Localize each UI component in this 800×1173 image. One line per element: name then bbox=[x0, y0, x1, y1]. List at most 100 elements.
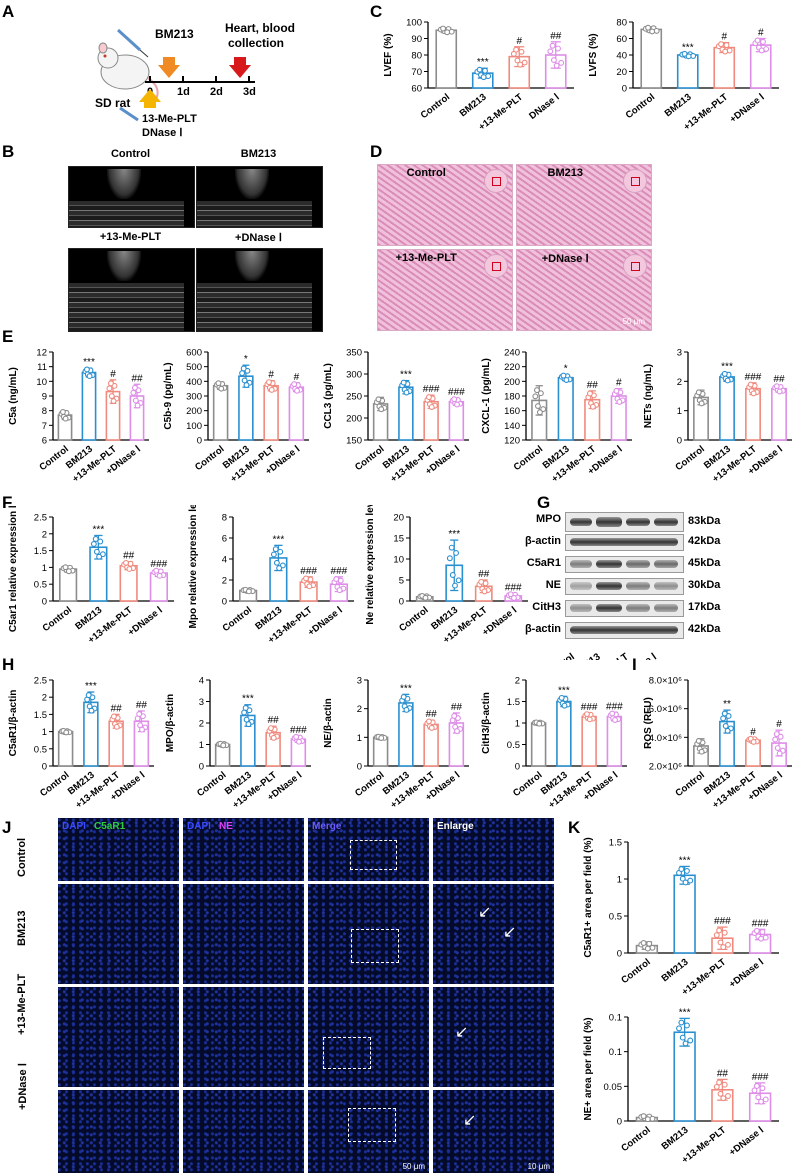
data-point bbox=[62, 564, 69, 571]
y-tick-label: 2.5 bbox=[34, 513, 47, 524]
significance-label: # bbox=[294, 372, 300, 383]
data-point bbox=[684, 1022, 690, 1029]
panel-letter-k: K bbox=[568, 818, 581, 837]
data-point bbox=[243, 382, 250, 389]
data-point bbox=[762, 934, 769, 941]
y-tick-label: 4 bbox=[222, 555, 227, 566]
significance-label: ### bbox=[752, 1072, 769, 1083]
data-point bbox=[758, 47, 765, 54]
data-point bbox=[753, 1083, 760, 1089]
data-point bbox=[454, 401, 460, 408]
y-axis-label: C5a (ng/mL) bbox=[8, 367, 19, 425]
data-point bbox=[721, 929, 728, 936]
y-tick-label: 8 bbox=[222, 513, 227, 524]
panel-letter-c: C bbox=[370, 2, 383, 21]
data-point bbox=[440, 25, 447, 32]
bar bbox=[771, 387, 787, 441]
data-point bbox=[110, 398, 117, 404]
x-tick-label: Control bbox=[353, 444, 386, 473]
x-tick-label: Control bbox=[193, 444, 226, 473]
y-tick-label: 600 bbox=[186, 348, 202, 359]
y-axis-label: ROS (RFU) bbox=[643, 697, 654, 749]
data-point bbox=[97, 538, 104, 545]
data-point bbox=[451, 713, 458, 719]
chart-lvef: LVEF (%)60708090100Control***BM213#+13-M… bbox=[383, 18, 574, 133]
fluo-bm213-enlarge: ↙ ↙ bbox=[433, 884, 554, 984]
significance-label: ### bbox=[505, 582, 522, 593]
chart-cxcl1: CXCL-1 (pg/mL) 120 140 160 180 200 220 240 Contr… bbox=[481, 348, 632, 485]
significance-label: # bbox=[110, 369, 116, 380]
x-tick-label: Control bbox=[673, 444, 706, 473]
significance-label: ### bbox=[752, 918, 769, 929]
arrow-icon: ↙ bbox=[455, 1024, 469, 1041]
data-point bbox=[480, 74, 487, 81]
data-point bbox=[685, 53, 692, 60]
significance-label: ### bbox=[448, 387, 465, 398]
fluo-meplt-enlarge: ↙ bbox=[433, 987, 554, 1087]
data-point bbox=[425, 718, 432, 725]
y-tick-label: 20 bbox=[393, 513, 404, 524]
y-axis-label: NETs (ng/mL) bbox=[643, 364, 654, 428]
blot-row-cith3 bbox=[565, 600, 684, 617]
significance-label: ### bbox=[423, 384, 440, 395]
y-tick-label: 1 bbox=[42, 727, 47, 738]
data-point bbox=[776, 388, 783, 395]
y-tick-label: 0.5 bbox=[34, 744, 47, 755]
bar bbox=[556, 700, 572, 767]
blot-label-mpo: MPO bbox=[535, 513, 561, 525]
y-tick-label: 40 bbox=[616, 51, 627, 62]
y-tick-label: 20 bbox=[616, 67, 627, 78]
y-tick-label: 180 bbox=[504, 392, 520, 403]
significance-label: *** bbox=[242, 694, 254, 705]
data-point bbox=[90, 540, 97, 547]
significance-label: *** bbox=[558, 685, 570, 696]
y-tick-label: 12 bbox=[36, 348, 47, 359]
y-tick-label: 0.5 bbox=[609, 912, 622, 923]
arrow-icon: ↙ bbox=[463, 1112, 477, 1129]
data-point bbox=[644, 945, 651, 952]
syringe-icon-bottom bbox=[119, 106, 139, 122]
y-tick-label: 140 bbox=[504, 421, 520, 432]
data-point bbox=[452, 582, 458, 589]
data-point bbox=[107, 380, 114, 387]
data-point bbox=[59, 409, 66, 415]
y-tick-label: 500 bbox=[186, 362, 202, 373]
significance-label: ### bbox=[745, 372, 762, 383]
data-point bbox=[448, 544, 455, 551]
y-tick-label: 2.0×10⁶ bbox=[649, 762, 682, 773]
data-point bbox=[428, 724, 435, 731]
data-point bbox=[218, 385, 225, 392]
he-dnase: +DNase Ⅰ 50 μm bbox=[516, 249, 652, 331]
fluo-meplt-merge bbox=[308, 987, 429, 1087]
y-tick-label: 0 bbox=[622, 84, 627, 95]
y-tick-label: 2 bbox=[199, 719, 204, 730]
significance-label: *** bbox=[679, 1007, 691, 1018]
y-axis-label: C5aR1+ area per field (%) bbox=[583, 837, 594, 957]
data-point bbox=[96, 553, 103, 560]
y-tick-label: 6.0×10⁶ bbox=[649, 704, 682, 715]
y-tick-label: 15 bbox=[393, 534, 404, 545]
data-point bbox=[454, 728, 460, 735]
y-tick-label: 2 bbox=[515, 676, 520, 687]
significance-label: # bbox=[721, 32, 727, 43]
data-point bbox=[507, 591, 514, 598]
y-tick-label: 80 bbox=[616, 18, 627, 29]
data-point bbox=[676, 1025, 682, 1032]
significance-label: * bbox=[244, 354, 248, 365]
fluo-meplt-c5ar1 bbox=[58, 987, 179, 1087]
data-point bbox=[751, 1087, 758, 1094]
significance-label: ## bbox=[478, 569, 490, 580]
bar bbox=[719, 376, 735, 441]
x-tick-label: Control bbox=[397, 605, 430, 634]
data-point bbox=[640, 1113, 647, 1120]
chart-lvfs: LVFS (%)020406080Control***BM213#+13-Me-… bbox=[588, 18, 779, 133]
data-point bbox=[587, 390, 593, 397]
data-point bbox=[723, 42, 730, 49]
significance-label: # bbox=[616, 378, 622, 389]
bar bbox=[435, 29, 458, 89]
fluo-control-merge: Merge bbox=[308, 818, 429, 881]
data-point bbox=[725, 941, 731, 948]
data-point bbox=[86, 373, 93, 380]
data-point bbox=[336, 587, 343, 594]
data-point bbox=[698, 400, 705, 407]
